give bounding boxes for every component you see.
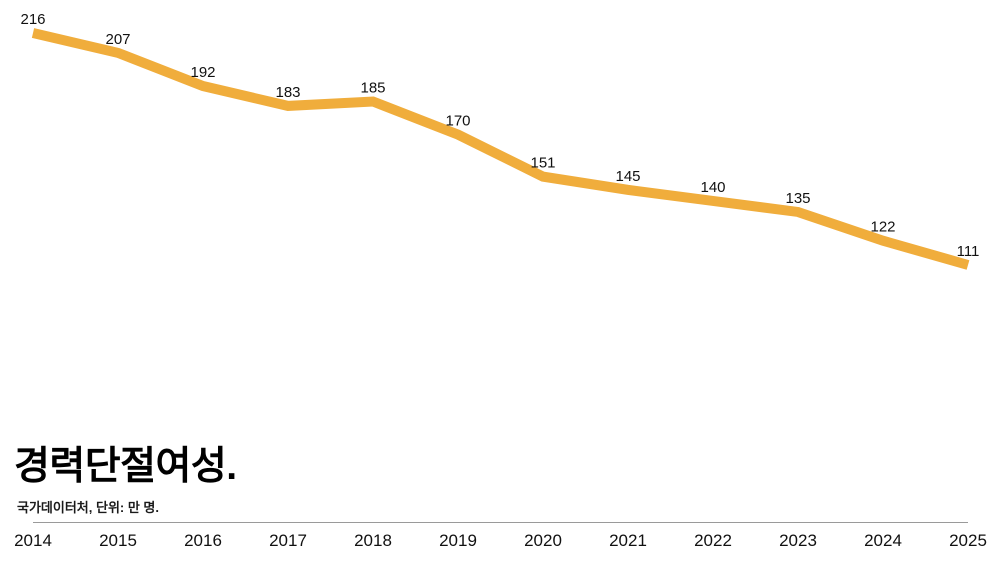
x-axis-tick: 2015 bbox=[99, 531, 137, 550]
data-point-label: 192 bbox=[190, 64, 215, 81]
data-point-label: 135 bbox=[785, 190, 810, 207]
x-axis-tick: 2019 bbox=[439, 531, 477, 550]
x-axis-tick: 2017 bbox=[269, 531, 307, 550]
x-axis-tick: 2020 bbox=[524, 531, 562, 550]
x-axis-tick: 2024 bbox=[864, 531, 902, 550]
data-point-label: 145 bbox=[615, 168, 640, 185]
x-axis-ticks: 2014 2015 2016 2017 2018 2019 2020 2021 2022 2023… bbox=[0, 531, 1000, 553]
data-series-line bbox=[31, 28, 970, 270]
chart-title: 경력단절여성. bbox=[14, 445, 237, 488]
data-point-label: 151 bbox=[530, 155, 555, 172]
data-point-label: 122 bbox=[870, 219, 895, 236]
x-axis-tick: 2014 bbox=[14, 531, 52, 550]
data-point-label: 216 bbox=[20, 11, 45, 28]
x-axis-tick: 2022 bbox=[694, 531, 732, 550]
data-point-label: 207 bbox=[105, 31, 130, 48]
line-chart: 216 207 192 183 185 170 151 145 140 135 122 111 bbox=[20, 11, 980, 270]
data-point-label: 111 bbox=[957, 243, 980, 260]
chart-source: 국가데이터처, 단위: 만 명. bbox=[17, 500, 159, 515]
data-point-label: 185 bbox=[360, 79, 385, 96]
x-axis-tick: 2023 bbox=[779, 531, 817, 550]
x-axis-tick: 2018 bbox=[354, 531, 392, 550]
x-axis-tick: 2025 bbox=[949, 531, 987, 550]
data-point-label: 140 bbox=[700, 179, 725, 196]
x-axis-tick: 2016 bbox=[184, 531, 222, 550]
data-point-label: 170 bbox=[445, 113, 470, 130]
x-axis-line bbox=[33, 522, 968, 523]
x-axis-tick: 2021 bbox=[609, 531, 647, 550]
data-point-label: 183 bbox=[275, 84, 300, 101]
